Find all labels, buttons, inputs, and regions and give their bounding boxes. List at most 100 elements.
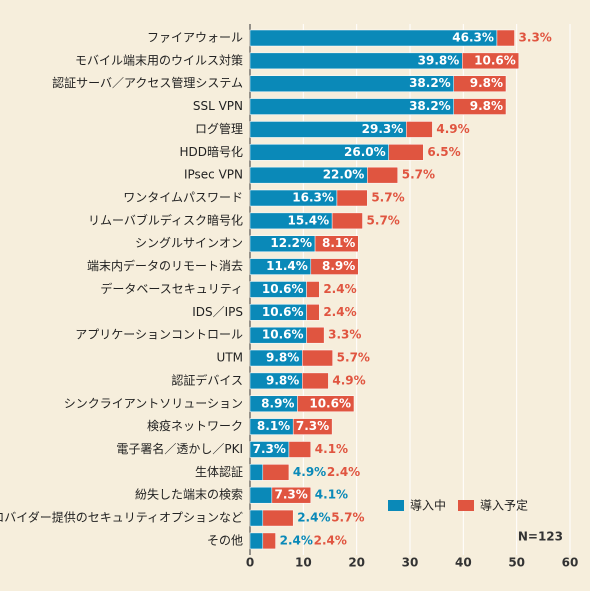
value-label: 4.1% (315, 442, 348, 456)
value-label: 4.9% (436, 122, 469, 136)
y-tick-label: ログ管理 (195, 121, 243, 136)
bar (453, 98, 507, 115)
value-label: 5.7% (337, 351, 370, 365)
bar (288, 441, 312, 458)
x-tick-label: 50 (508, 556, 525, 570)
y-tick-label: ファイアウォール (147, 31, 243, 45)
value-label: 46.3% (452, 31, 494, 45)
value-label: 8.9% (322, 259, 355, 273)
x-tick-label: 0 (246, 556, 254, 570)
bar (331, 212, 363, 230)
value-label: 7.3% (275, 488, 308, 502)
value-label: 8.1% (322, 236, 355, 250)
value-label: 2.4% (297, 511, 330, 525)
value-label: 7.3% (296, 419, 329, 433)
bar (453, 75, 507, 92)
bar (249, 532, 264, 550)
annotation: N=123 (518, 530, 563, 544)
bar (306, 326, 325, 344)
value-label: 2.4% (323, 305, 356, 319)
legend-label: 導入中 (410, 498, 446, 513)
y-tick-label: ワンタイムパスワード (123, 191, 243, 205)
bar (292, 418, 333, 435)
y-tick-label: リムーバブルディスク暗号化 (88, 212, 243, 227)
x-tick-label: 40 (455, 556, 472, 570)
x-tick-label: 60 (562, 556, 579, 570)
value-label: 9.8% (470, 76, 503, 90)
y-tick-label: シンクライアントソリューション (64, 396, 243, 410)
value-label: 9.8% (266, 373, 299, 387)
y-tick-label: IDS／IPS (192, 305, 243, 319)
value-label: 9.8% (470, 99, 503, 113)
y-tick-label: HDD暗号化 (179, 144, 243, 159)
value-label: 5.7% (371, 191, 404, 205)
x-tick-label: 20 (348, 556, 365, 570)
y-tick-label: アプリケーションコントロール (75, 328, 243, 342)
value-label: 15.4% (287, 213, 329, 227)
y-tick-label: SSL VPN (193, 99, 243, 113)
x-tick-label: 30 (402, 556, 419, 570)
value-label: 3.3% (519, 31, 552, 45)
bar (388, 144, 424, 161)
value-label: 10.6% (262, 328, 304, 342)
bar (462, 52, 520, 70)
x-tick-label: 10 (295, 556, 312, 570)
value-label: 2.4% (327, 465, 360, 479)
y-tick-label: シングルサインオン (135, 236, 243, 250)
value-label: 9.8% (266, 351, 299, 365)
value-label: 10.6% (474, 53, 516, 67)
y-tick-label: IPsec VPN (184, 168, 243, 182)
bar (496, 29, 515, 47)
bar (367, 166, 398, 184)
value-label: 38.2% (409, 76, 451, 90)
bar (262, 464, 290, 481)
bar (306, 304, 320, 321)
value-label: 5.7% (402, 168, 435, 182)
y-tick-label: モバイル端末用のウイルス対策 (75, 53, 243, 67)
value-label: 12.2% (270, 236, 312, 250)
value-label: 10.6% (262, 282, 304, 296)
value-label: 8.1% (257, 419, 290, 433)
bar (310, 258, 359, 275)
bar (297, 395, 355, 413)
bar (271, 486, 312, 504)
value-label: 4.9% (293, 465, 326, 479)
value-label: 7.3% (253, 442, 286, 456)
value-label: 26.0% (344, 145, 386, 159)
y-tick-label: 認証デバイス (171, 372, 243, 387)
bar (262, 509, 294, 527)
value-label: 2.4% (280, 533, 313, 547)
y-tick-label: UTM (217, 351, 243, 365)
bar (336, 189, 368, 207)
bar (302, 372, 329, 390)
bar (262, 532, 276, 550)
legend-swatch (458, 500, 474, 511)
value-label: 6.5% (427, 145, 460, 159)
value-label: 39.8% (418, 53, 460, 67)
value-label: 8.9% (261, 396, 294, 410)
bar (302, 349, 333, 367)
bar (249, 509, 264, 527)
y-tick-label: 紛失した端末の検索 (135, 487, 243, 502)
value-label: 4.9% (332, 373, 365, 387)
value-label: 16.3% (292, 191, 334, 205)
value-label: 10.6% (262, 305, 304, 319)
legend-label: 導入予定 (480, 498, 528, 513)
value-label: 10.6% (309, 396, 351, 410)
y-tick-label: データベースセキュリティ (100, 281, 243, 296)
y-tick-label: 端末内データのリモート消去 (87, 258, 243, 273)
y-tick-label: 検疫ネットワーク (147, 418, 243, 433)
bar (406, 121, 433, 138)
bar (306, 281, 320, 298)
value-label: 4.1% (315, 488, 348, 502)
value-label: 5.7% (331, 511, 364, 525)
value-label: 11.4% (266, 259, 308, 273)
y-tick-label: プロバイダー提供のセキュリティオプションなど (0, 510, 243, 525)
bar (314, 235, 359, 252)
value-label: 22.0% (323, 168, 365, 182)
value-label: 3.3% (328, 328, 361, 342)
value-label: 2.4% (314, 533, 347, 547)
bar (249, 486, 273, 504)
legend-swatch (388, 500, 404, 511)
